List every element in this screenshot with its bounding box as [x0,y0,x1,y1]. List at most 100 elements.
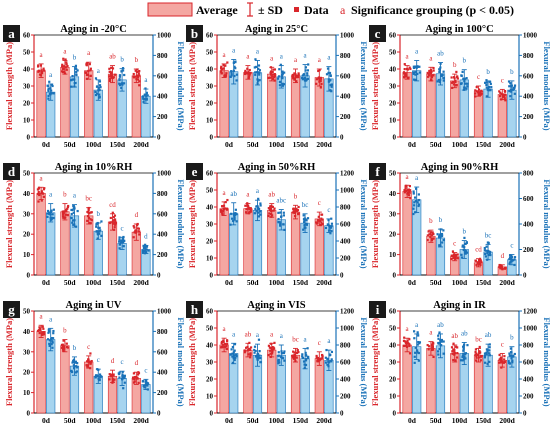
data-point [142,384,145,387]
data-point [143,97,146,101]
left-tick-label: 50 [389,170,397,178]
data-point [269,205,272,208]
significance-letter: a [144,76,148,84]
data-point [412,192,415,195]
data-point [72,359,75,362]
data-point [450,257,453,261]
panel-title: Aging in 90%RH [421,162,499,173]
right-axis-label: Flexural modulus (MPa) [359,317,369,406]
left-tick-label: 0 [393,134,397,142]
data-point [431,232,434,235]
data-point [65,208,68,211]
left-tick-label: 20 [23,100,31,108]
data-point [412,212,415,216]
left-tick-label: 20 [23,231,31,239]
data-point [110,66,113,69]
data-point [426,238,429,242]
right-tick-label: 1200 [340,170,355,178]
left-tick-label: 40 [23,190,31,198]
significance-letter: b [463,57,467,65]
data-point [405,343,408,346]
data-point [462,347,465,350]
significance-letter: a [406,325,410,333]
significance-letter: c [121,224,124,232]
left-tick-label: 40 [23,328,31,336]
panel-letter-badge [369,163,386,180]
left-axis-label: Flexural strength (MPa) [370,318,380,406]
data-point [416,343,419,346]
data-point [39,327,42,331]
data-point [465,87,468,90]
data-point [61,213,65,216]
data-point [474,95,477,98]
right-tick-label: 200 [523,246,534,254]
significance-letter: ab [485,331,492,339]
data-point [498,90,501,93]
data-point [253,212,257,215]
left-tick-label: 0 [393,410,397,418]
data-point [474,348,478,351]
data-point [112,373,115,376]
data-point [440,340,443,343]
significance-letter: a [223,325,227,333]
data-point [269,209,273,212]
x-tick-label: 200d [133,416,149,425]
data-point [282,223,285,226]
data-point [38,326,41,329]
significance-letter: a [280,53,284,61]
data-point [75,370,79,373]
data-point [109,72,113,75]
data-point [330,358,333,361]
data-point [230,217,234,220]
data-point [438,341,442,344]
significance-letter: a [415,48,419,56]
data-point [301,355,304,358]
data-point [86,73,90,76]
data-point [282,351,286,355]
data-point [513,258,516,261]
data-point [254,71,257,74]
x-tick-label: 0d [225,416,234,425]
data-point [48,92,51,95]
data-point [437,337,440,340]
panel-title: Aging in UV [65,300,121,311]
data-point [86,365,89,368]
data-point [108,75,111,78]
data-point [253,348,256,352]
data-point [226,198,229,202]
data-point [121,240,124,243]
data-point [43,187,46,190]
data-point [134,69,137,72]
data-point [303,224,306,227]
data-point [269,70,273,73]
data-point [509,82,512,85]
data-point [474,89,477,92]
left-axis-label: Flexural strength (MPa) [187,318,197,406]
data-point [510,85,513,88]
data-point [292,77,295,80]
data-point [498,353,501,357]
data-point [225,72,228,75]
data-point [430,348,433,352]
data-point [297,213,300,216]
data-point [405,189,408,193]
data-point [465,251,469,254]
left-tick-label: 60 [389,32,397,40]
data-point [136,377,139,380]
data-point [414,71,417,74]
significance-letter: a [49,71,53,79]
data-point [416,331,419,334]
data-point [272,209,275,212]
data-point [417,204,420,208]
legend-average-swatch [147,2,193,17]
data-point [329,74,332,77]
data-point [247,76,250,79]
data-point [499,91,502,94]
data-point [74,361,77,364]
data-point [407,194,410,197]
data-point [305,354,308,357]
data-point [89,218,92,221]
data-point [254,73,257,76]
data-point [484,361,487,364]
left-tick-label: 10 [206,393,214,401]
